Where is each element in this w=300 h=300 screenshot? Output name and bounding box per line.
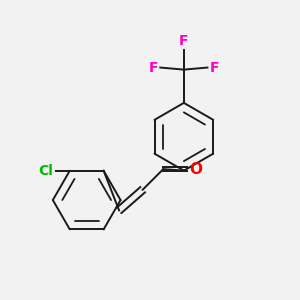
Text: O: O <box>189 162 202 177</box>
Text: F: F <box>179 34 189 48</box>
Text: Cl: Cl <box>39 164 54 178</box>
Text: F: F <box>148 61 158 75</box>
Text: F: F <box>210 61 219 75</box>
